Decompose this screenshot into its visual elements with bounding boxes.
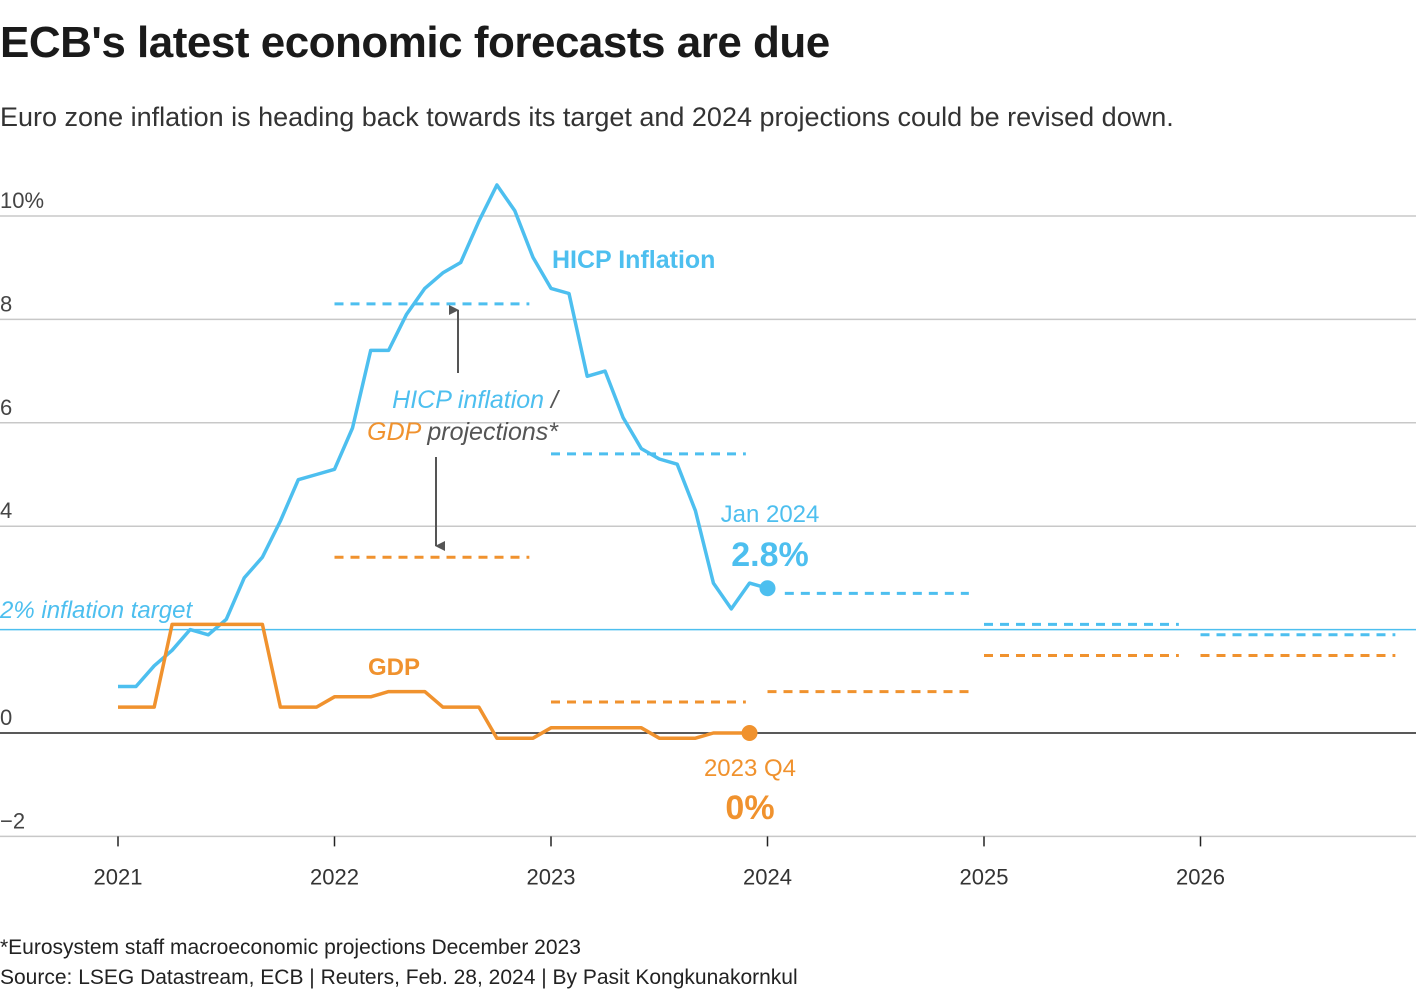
grid-layer: 10% 8 6 4 0 −2 2021 2022 2023 2024 2025 2026 bbox=[0, 188, 1416, 889]
x-tick-label: 2024 bbox=[743, 864, 792, 889]
x-tick-label: 2023 bbox=[527, 864, 576, 889]
y-tick-label: 0 bbox=[0, 705, 12, 730]
projections-label-line1: HICP inflation / bbox=[392, 386, 561, 414]
gdp-latest-point bbox=[741, 725, 758, 741]
series-layer bbox=[118, 183, 776, 741]
chart-svg: 10% 8 6 4 0 −2 2021 2022 2023 2024 2025 2026 2% inf… bbox=[0, 183, 1416, 889]
y-tick-label: −2 bbox=[0, 808, 25, 833]
projections-gdp-text: GDP bbox=[367, 418, 422, 446]
chart-title: ECB's latest economic forecasts are due bbox=[0, 18, 830, 67]
projection-layer bbox=[334, 302, 1396, 704]
latest-gdp-date: 2023 Q4 bbox=[704, 755, 796, 782]
latest-gdp-value: 0% bbox=[725, 789, 774, 827]
y-tick-label: 8 bbox=[0, 291, 12, 316]
x-tick-label: 2021 bbox=[94, 864, 143, 889]
x-tick-label: 2025 bbox=[960, 864, 1009, 889]
hicp-inflation-line bbox=[118, 183, 768, 689]
chart-subtitle: Euro zone inflation is heading back towa… bbox=[0, 102, 1174, 132]
projections-hicp-text: HICP inflation bbox=[392, 386, 544, 414]
y-tick-label: 6 bbox=[0, 395, 12, 420]
projections-rest-text: projections* bbox=[420, 418, 559, 446]
hicp-series-label: HICP Inflation bbox=[552, 246, 715, 274]
y-tick-label: 4 bbox=[0, 498, 12, 523]
x-tick-label: 2026 bbox=[1176, 864, 1225, 889]
x-tick-label: 2022 bbox=[310, 864, 359, 889]
footnote: *Eurosystem staff macroeconomic projecti… bbox=[0, 936, 581, 959]
gdp-line bbox=[118, 622, 750, 740]
projections-label-line2: GDP projections* bbox=[367, 418, 559, 446]
source-line: Source: LSEG Datastream, ECB | Reuters, … bbox=[0, 966, 798, 989]
latest-inflation-date: Jan 2024 bbox=[721, 501, 820, 528]
hicp-inflation-latest-point bbox=[759, 580, 776, 597]
gdp-series-label: GDP bbox=[368, 654, 420, 681]
latest-inflation-value: 2.8% bbox=[731, 536, 809, 574]
y-tick-label: 10% bbox=[0, 188, 44, 213]
label-layer: 2% inflation target HICP Inflation GDP H… bbox=[0, 246, 819, 827]
projections-slash-text: / bbox=[544, 386, 561, 414]
target-label: 2% inflation target bbox=[0, 597, 193, 624]
